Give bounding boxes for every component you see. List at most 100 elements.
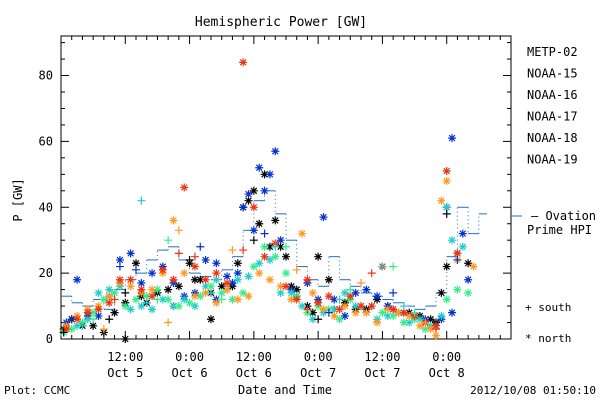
data-point-south [105, 315, 114, 324]
data-point-north [271, 147, 280, 156]
data-point-south [453, 255, 462, 264]
data-point-north [132, 295, 140, 304]
data-point-north [137, 302, 146, 311]
data-point-north [442, 262, 451, 271]
data-point-north [362, 308, 371, 317]
data-point-north [260, 186, 269, 195]
data-point-north [190, 275, 199, 284]
data-point-north [399, 308, 408, 317]
data-point-north [249, 262, 258, 271]
data-point-north [94, 305, 103, 314]
data-point-north [223, 285, 232, 294]
data-point-north [265, 242, 274, 251]
data-point-north [276, 236, 285, 245]
data-point-north [158, 295, 167, 304]
data-point-north [453, 249, 462, 258]
data-point-north [180, 295, 189, 304]
data-point-north [174, 302, 183, 311]
data-point-north [276, 282, 285, 291]
data-point-north [73, 275, 82, 284]
chart-title: Hemispheric Power [GW] [195, 15, 367, 30]
data-point-north [298, 302, 307, 311]
data-point-north [110, 288, 119, 297]
data-point-north [239, 58, 248, 67]
data-point-north [212, 275, 221, 284]
data-point-south [271, 242, 280, 251]
data-point-north [282, 269, 290, 278]
data-point-north [137, 279, 146, 288]
data-point-north [362, 285, 371, 294]
data-point-north [260, 252, 269, 261]
data-point-south [314, 315, 323, 324]
data-point-south [164, 318, 173, 327]
data-point-north [169, 275, 178, 284]
data-point-north [239, 203, 248, 212]
y-axis-label: P [GW] [11, 178, 25, 221]
data-point-north [340, 311, 349, 320]
data-point-north [330, 311, 339, 320]
data-point-north [207, 282, 215, 291]
data-point-north [164, 295, 173, 304]
data-point-south [174, 226, 183, 235]
legend-entry: METP-02 [527, 45, 578, 59]
data-point-north [115, 275, 124, 284]
data-point-north [265, 255, 274, 264]
ovation-legend-line1: — Ovation [531, 209, 596, 223]
x-tick-date-label: Oct 7 [300, 366, 336, 380]
data-point-north [132, 259, 140, 268]
data-point-north [169, 302, 178, 311]
data-point-north [201, 275, 210, 284]
data-point-north [174, 282, 183, 291]
data-point-north [303, 275, 312, 284]
data-point-north [308, 288, 317, 297]
data-point-north [442, 176, 451, 185]
data-point-north [367, 302, 376, 311]
data-point-north [415, 315, 424, 324]
data-point-north [292, 295, 301, 304]
data-point-south [282, 242, 290, 251]
y-tick-label: 40 [39, 200, 53, 214]
data-point-north [153, 285, 162, 294]
data-point-south [115, 262, 124, 271]
data-point-south [421, 318, 430, 327]
data-point-south [239, 246, 248, 255]
data-point-north [319, 213, 328, 222]
data-point-north [458, 242, 467, 251]
data-point-north [346, 292, 355, 301]
data-point-south [121, 288, 130, 297]
data-point-north [437, 196, 446, 205]
data-point-north [196, 292, 205, 301]
data-point-north [464, 288, 473, 297]
data-point-north [94, 311, 103, 320]
data-point-north [389, 311, 398, 320]
data-point-north [448, 134, 457, 143]
data-point-south [217, 295, 226, 304]
legend-entry: NOAA-17 [527, 110, 578, 124]
data-point-south [185, 255, 194, 264]
data-point-north [89, 321, 98, 330]
data-point-north [110, 308, 119, 317]
data-point-north [330, 295, 339, 304]
data-point-south [249, 236, 258, 245]
data-point-north [233, 259, 242, 268]
data-point-north [180, 269, 189, 278]
data-point-north [265, 170, 274, 179]
data-point-north [228, 279, 237, 288]
data-point-north [437, 288, 446, 297]
data-point-south [346, 285, 355, 294]
data-point-north [373, 292, 382, 301]
data-point-south [228, 246, 237, 255]
data-point-south [260, 229, 269, 238]
data-point-north [244, 190, 253, 199]
y-tick-label: 20 [39, 266, 53, 280]
data-point-south [399, 302, 408, 311]
ovation-legend-line2: Prime HPI [527, 223, 592, 237]
data-point-south [110, 295, 119, 304]
legend-entry: NOAA-19 [527, 153, 578, 167]
data-point-north [399, 318, 408, 327]
data-point-north [437, 311, 446, 320]
data-point-north [255, 219, 264, 228]
data-point-south [153, 295, 162, 304]
x-tick-date-label: Oct 7 [364, 366, 400, 380]
